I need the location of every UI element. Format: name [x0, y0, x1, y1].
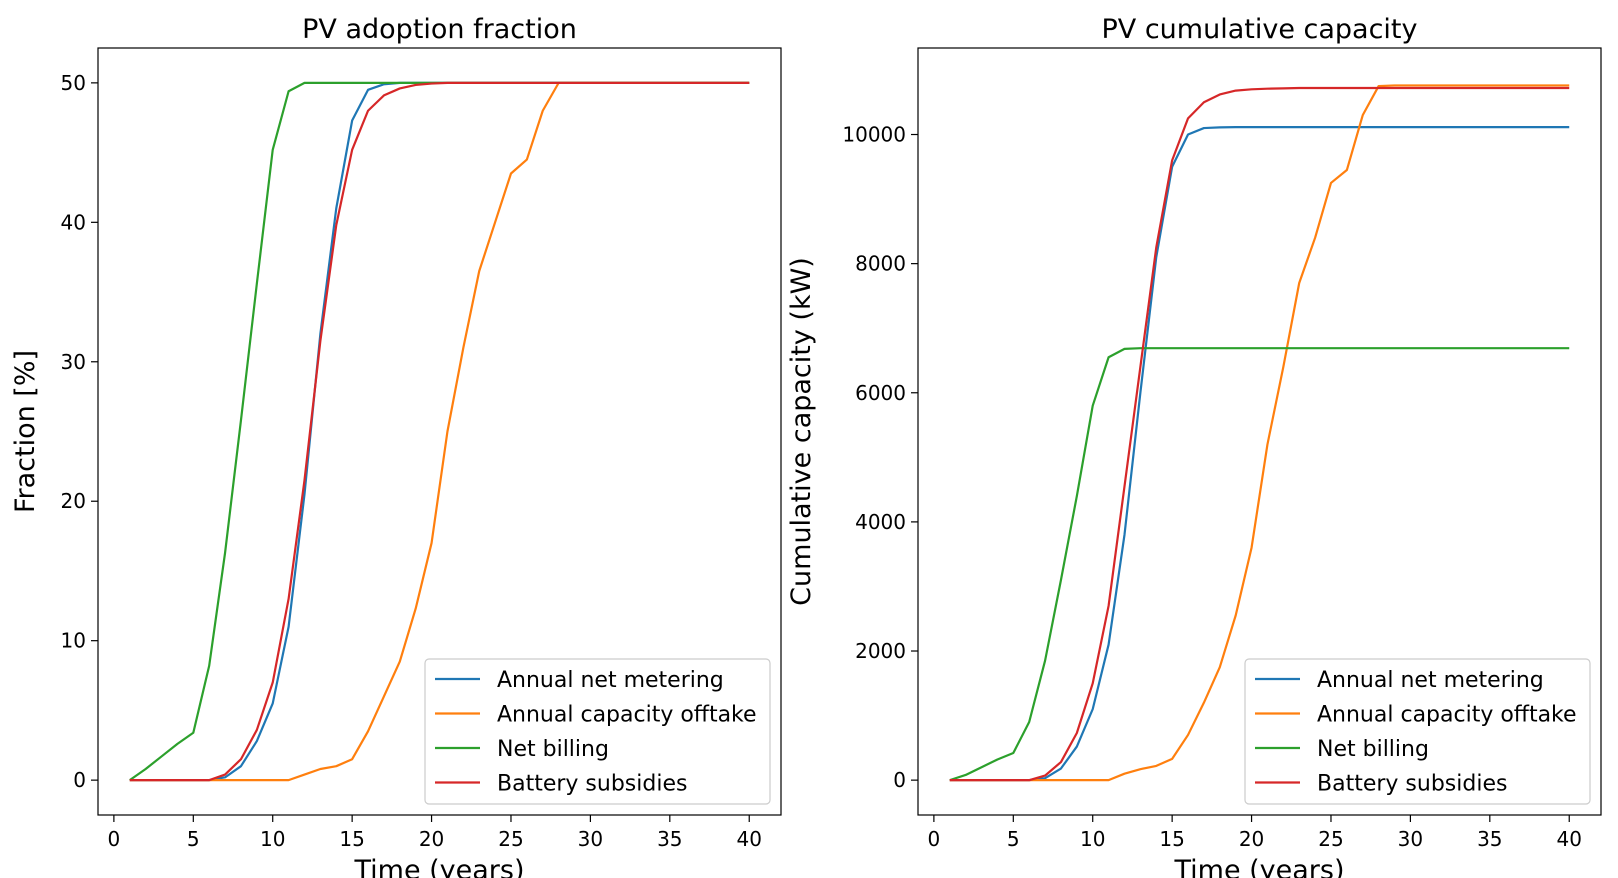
x-tick-label: 20: [1239, 827, 1264, 851]
x-tick-label: 15: [339, 827, 364, 851]
series-line-2: [949, 84, 1570, 782]
x-tick-label: 30: [1398, 827, 1423, 851]
legend-label: Annual net metering: [1317, 668, 1544, 693]
legend: Annual net metering Annual capacity offta…: [424, 658, 771, 805]
chart-panel-1: 0 5 10 15 20 25 30 35 40 0 10 20 30 40 50 PV adoption f…: [10, 14, 782, 878]
legend-label: Battery subsidies: [497, 772, 687, 797]
x-tick-label: 15: [1159, 827, 1184, 851]
x-tick-label: 10: [1080, 827, 1105, 851]
legend: Annual net metering Annual capacity offta…: [1244, 658, 1591, 805]
y-tick-label: 0: [73, 768, 86, 792]
y-tick-label: 10: [61, 629, 86, 653]
legend-label: Annual capacity offtake: [1317, 703, 1577, 728]
legend-label: Net billing: [497, 737, 609, 762]
x-tick-label: 35: [1477, 827, 1502, 851]
chart-title: PV adoption fraction: [302, 14, 577, 45]
chart-panel-2: 0 5 10 15 20 25 30 35 40 0 2000 4000 6000 8000 10000 PV…: [786, 14, 1602, 878]
chart-title: PV cumulative capacity: [1102, 14, 1418, 45]
y-tick-label: 6000: [855, 381, 906, 405]
plot-frame: [97, 47, 782, 816]
series-line-3: [949, 347, 1570, 782]
series-line-4: [129, 81, 750, 782]
y-tick-label: 50: [61, 71, 86, 95]
x-tick-label: 35: [657, 827, 682, 851]
x-axis-label: Time (years): [1173, 855, 1344, 878]
x-tick-label: 0: [928, 827, 941, 851]
legend-box: [424, 658, 771, 805]
x-tick-label: 30: [578, 827, 603, 851]
legend-label: Battery subsidies: [1317, 772, 1507, 797]
x-tick-label: 0: [108, 827, 121, 851]
x-tick-label: 25: [1318, 827, 1343, 851]
legend-box: [1244, 658, 1591, 805]
y-tick-label: 0: [893, 768, 906, 792]
x-axis-label: Time (years): [353, 855, 524, 878]
series-line-1: [949, 125, 1570, 782]
y-tick-label: 4000: [855, 510, 906, 534]
y-tick-label: 10000: [842, 123, 906, 147]
y-axis-label: Fraction [%]: [10, 350, 41, 513]
plot-frame: [917, 47, 1602, 816]
y-tick-label: 40: [61, 210, 86, 234]
x-tick-label: 5: [1007, 827, 1020, 851]
y-tick-label: 20: [61, 489, 86, 513]
x-tick-label: 10: [260, 827, 285, 851]
y-axis-label: Cumulative capacity (kW): [786, 257, 817, 606]
y-tick-label: 30: [61, 350, 86, 374]
legend-label: Annual net metering: [497, 668, 724, 693]
x-tick-label: 40: [737, 827, 762, 851]
x-tick-label: 40: [1557, 827, 1582, 851]
y-tick-label: 8000: [855, 252, 906, 276]
legend-label: Annual capacity offtake: [497, 703, 757, 728]
series-line-4: [949, 86, 1570, 782]
y-tick-label: 2000: [855, 639, 906, 663]
legend-label: Net billing: [1317, 737, 1429, 762]
x-tick-label: 20: [419, 827, 444, 851]
x-tick-label: 5: [187, 827, 200, 851]
x-tick-label: 25: [498, 827, 523, 851]
